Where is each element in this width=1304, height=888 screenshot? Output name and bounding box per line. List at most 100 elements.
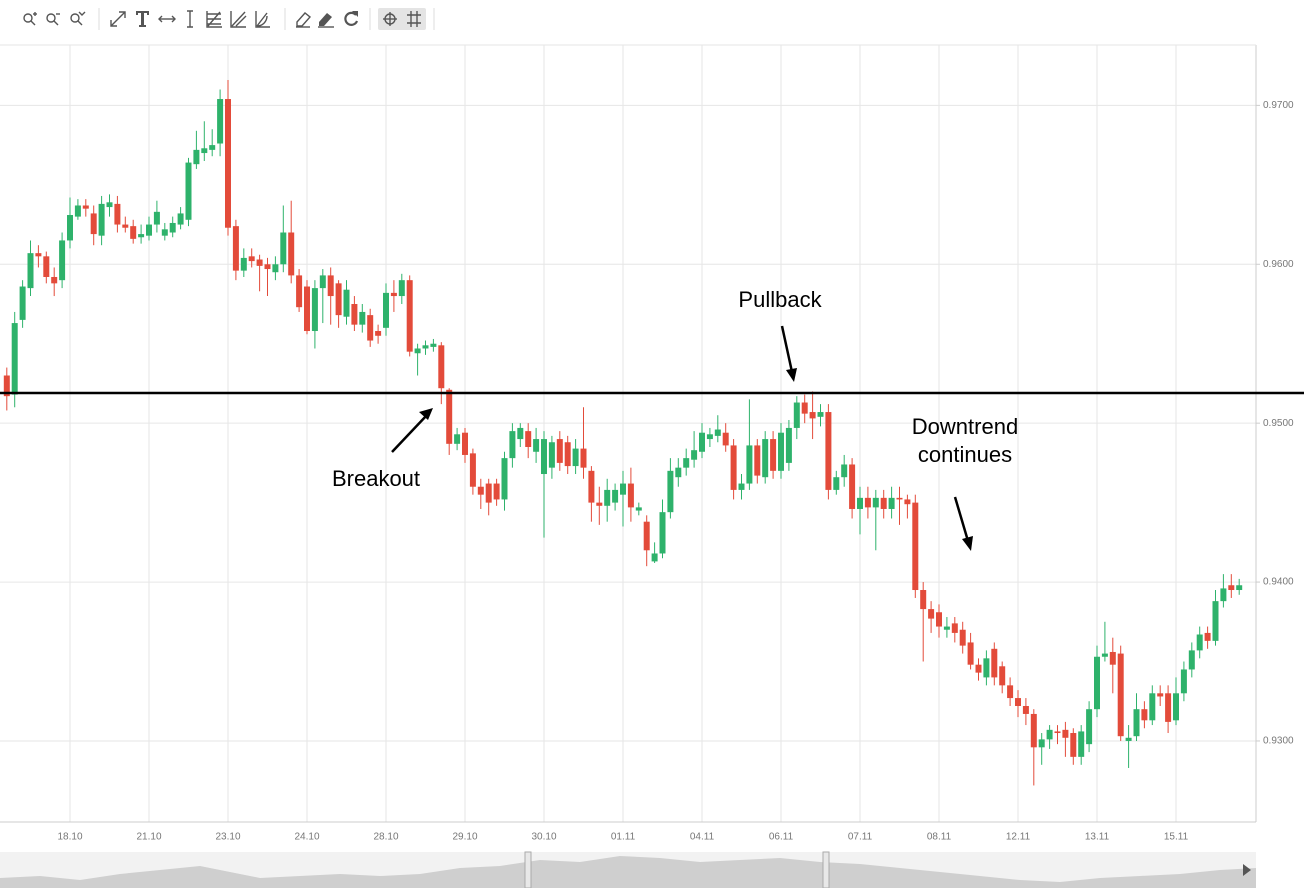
candle-body	[730, 445, 737, 490]
candle-body	[27, 253, 34, 289]
candle-body	[1204, 632, 1211, 641]
candle-body	[82, 205, 89, 209]
candle-body	[446, 389, 453, 444]
line-tool-button[interactable]	[110, 11, 126, 27]
zoom-in-button[interactable]	[23, 12, 37, 26]
candle-body	[493, 483, 500, 500]
candle-body	[106, 202, 113, 208]
candle-body	[153, 211, 160, 225]
text-tool-button[interactable]	[136, 11, 149, 27]
candle-body	[1070, 733, 1077, 757]
candle-body	[991, 648, 998, 678]
crosshair-button[interactable]	[383, 12, 397, 26]
candle-body	[659, 512, 666, 554]
horizontal-line-button[interactable]	[158, 15, 176, 23]
candle-body	[51, 276, 58, 284]
candle-body	[501, 458, 508, 500]
x-tick-label: 30.10	[531, 832, 556, 843]
zoom-reset-button[interactable]	[70, 11, 86, 26]
x-tick-label: 15.11	[1164, 832, 1189, 843]
candle-body	[1062, 729, 1069, 738]
candle-body	[936, 612, 942, 627]
candle-body	[533, 439, 540, 452]
navigator[interactable]	[0, 851, 1256, 888]
candle-body	[904, 499, 911, 505]
candle-body	[288, 232, 295, 276]
y-tick-label: 0.9600	[1263, 259, 1294, 270]
candle-body	[343, 289, 350, 317]
candle-body	[225, 99, 231, 228]
candle-body	[240, 257, 247, 271]
candle-body	[841, 464, 848, 478]
candle-body	[627, 483, 634, 508]
candle-body	[706, 434, 713, 440]
arrowhead	[962, 536, 973, 551]
fibonacci-button[interactable]	[206, 11, 222, 28]
candle-body	[311, 288, 318, 332]
candle-body	[1212, 601, 1219, 641]
candle-body	[335, 283, 342, 316]
candle-body	[1125, 737, 1132, 741]
erase-all-button[interactable]	[318, 13, 334, 28]
refresh-button[interactable]	[344, 11, 359, 26]
candle-body	[398, 280, 405, 297]
candle-body	[201, 148, 208, 154]
candle-body	[1086, 709, 1093, 745]
candle-body	[217, 99, 224, 144]
candle-body	[596, 502, 603, 506]
candle-body	[469, 453, 476, 487]
candle-body	[138, 234, 145, 238]
candle-body	[699, 432, 705, 452]
zoom-out-button[interactable]	[46, 13, 60, 26]
candle-body	[11, 323, 18, 395]
candle-body	[304, 286, 310, 332]
candle-body	[928, 609, 935, 619]
trend-channel-button[interactable]	[230, 11, 247, 28]
candle-body	[367, 315, 374, 341]
candle-body	[1165, 693, 1172, 722]
navigator-handle[interactable]	[822, 851, 830, 888]
candle-body	[967, 642, 974, 665]
candle-body	[67, 215, 73, 241]
candle-body	[770, 439, 777, 471]
candle-body	[375, 331, 382, 336]
candle-body	[714, 429, 721, 436]
grid-toggle-button[interactable]	[407, 11, 421, 27]
vertical-line-button[interactable]	[187, 10, 193, 28]
candle-body	[232, 226, 239, 271]
scroll-right-button[interactable]	[1243, 864, 1251, 876]
candle-body	[1117, 653, 1124, 737]
x-tick-label: 28.10	[373, 832, 398, 843]
candle-body	[114, 203, 121, 225]
candle-body	[169, 222, 176, 233]
candle-body	[896, 497, 903, 500]
candle-body	[951, 623, 958, 633]
fan-button[interactable]	[255, 11, 270, 28]
y-tick-label: 0.9700	[1263, 100, 1294, 111]
x-tick-label: 04.11	[690, 832, 715, 843]
candle-body	[722, 432, 729, 446]
x-tick-label: 18.10	[57, 832, 82, 843]
candle-body	[430, 343, 437, 347]
candle-body	[817, 412, 824, 417]
arrow	[780, 325, 794, 373]
candle-body	[406, 280, 413, 352]
candle-body	[414, 348, 421, 354]
navigator-handle[interactable]	[524, 851, 532, 888]
candle-body	[667, 470, 674, 513]
erase-button[interactable]	[296, 12, 312, 28]
candle-body	[809, 412, 816, 419]
candle-body	[74, 205, 81, 217]
candle-body	[778, 432, 784, 471]
candle-body	[857, 497, 863, 509]
candle-body	[793, 402, 800, 428]
candle-body	[296, 275, 303, 308]
candle-body	[1109, 651, 1116, 665]
candle-body	[556, 439, 563, 463]
candle-body	[943, 626, 950, 630]
toolbar	[23, 8, 435, 30]
candle-body	[185, 162, 192, 220]
candle-body	[762, 439, 769, 478]
candle-body	[1188, 650, 1195, 670]
